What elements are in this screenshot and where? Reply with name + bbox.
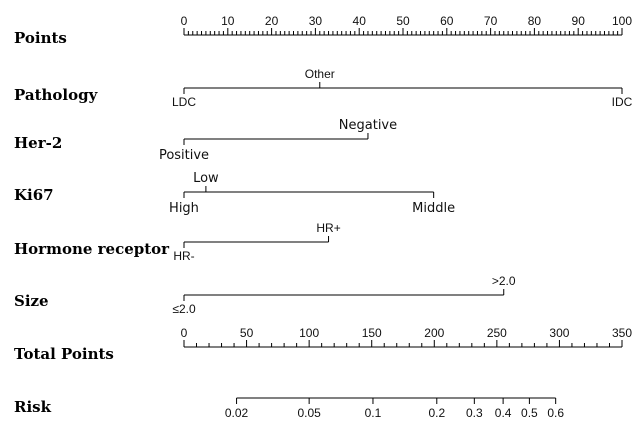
her2-level-label: Positive — [159, 148, 209, 163]
pathology-level-label: IDC — [612, 95, 633, 109]
total-tick-label: 350 — [612, 326, 632, 340]
total-tick-label: 200 — [424, 326, 444, 340]
ki67-level-label: Low — [193, 171, 219, 186]
row-label-total: Total Points — [14, 345, 114, 363]
points-tick-label: 50 — [396, 14, 410, 28]
points-tick-label: 10 — [221, 14, 235, 28]
row-label-size: Size — [14, 292, 49, 310]
row-label-hormone: Hormone receptor — [14, 240, 170, 258]
row-label-her2: Her-2 — [14, 134, 62, 152]
total-tick-label: 300 — [549, 326, 569, 340]
total-tick-label: 250 — [487, 326, 507, 340]
points-tick-label: 30 — [309, 14, 323, 28]
points-tick-label: 20 — [265, 14, 279, 28]
points-tick-label: 60 — [440, 14, 454, 28]
pathology-level-label: LDC — [172, 95, 196, 109]
row-label-points: Points — [14, 29, 67, 47]
points-tick-label: 80 — [528, 14, 542, 28]
risk-tick-label: 0.05 — [297, 406, 321, 420]
points-tick-label: 0 — [181, 14, 188, 28]
risk-tick-label: 0.5 — [521, 406, 538, 420]
total-tick-label: 0 — [181, 326, 188, 340]
row-label-ki67: Ki67 — [14, 186, 54, 204]
hormone-level-label: HR- — [173, 249, 194, 263]
size-level-label: ≤2.0 — [172, 302, 196, 316]
total-tick-label: 100 — [299, 326, 319, 340]
row-label-pathology: Pathology — [14, 86, 99, 104]
risk-tick-label: 0.1 — [365, 406, 382, 420]
total-tick-label: 150 — [362, 326, 382, 340]
points-tick-label: 90 — [572, 14, 586, 28]
risk-tick-label: 0.6 — [547, 406, 564, 420]
points-tick-label: 100 — [612, 14, 632, 28]
size-level-label: >2.0 — [492, 274, 516, 288]
risk-tick-label: 0.3 — [466, 406, 483, 420]
points-tick-label: 70 — [484, 14, 498, 28]
row-label-risk: Risk — [14, 398, 52, 416]
risk-tick-label: 0.2 — [428, 406, 445, 420]
risk-tick-label: 0.02 — [225, 406, 249, 420]
ki67-level-label: Middle — [412, 201, 455, 216]
hormone-level-label: HR+ — [316, 221, 340, 235]
risk-tick-label: 0.4 — [495, 406, 512, 420]
pathology-level-label: Other — [305, 67, 335, 81]
total-tick-label: 50 — [240, 326, 254, 340]
ki67-level-label: High — [169, 201, 199, 216]
points-tick-label: 40 — [353, 14, 367, 28]
her2-level-label: Negative — [339, 118, 397, 133]
